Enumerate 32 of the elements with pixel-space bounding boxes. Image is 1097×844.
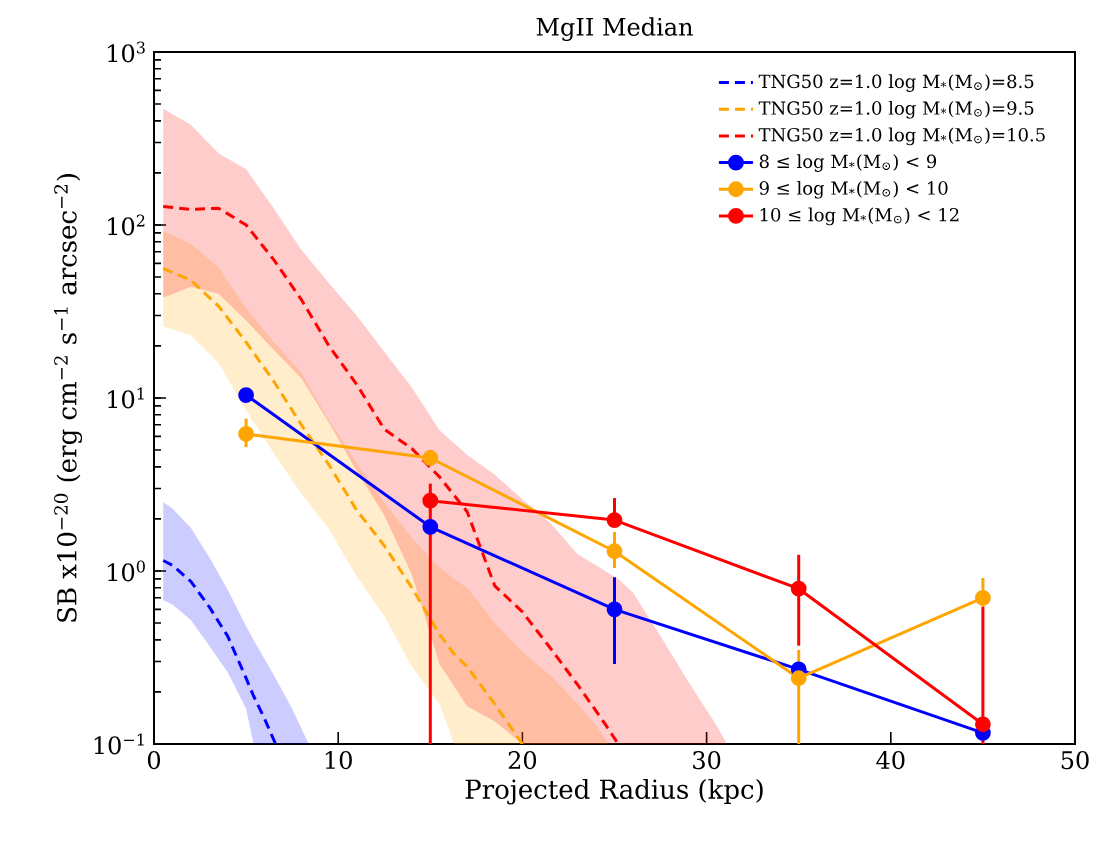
- text: SB x10$^{−20}$ (erg cm$^{−2}$ s$^{−1}$ arcsec$^{−2}$): [54, 174, 83, 622]
- y-tick-label: 10$^{2}$: [108, 214, 145, 236]
- point: [975, 716, 991, 733]
- chart-title: MgII Median: [536, 17, 693, 41]
- point: [422, 518, 439, 535]
- x-tick-label: 30: [693, 751, 721, 770]
- point: [606, 543, 623, 560]
- y-tick-label: 10$^{0}$: [108, 560, 145, 582]
- x-tick-label: 50: [1061, 751, 1089, 770]
- x-tick-label: 10: [325, 751, 352, 770]
- point: [606, 512, 623, 528]
- legend-label: TNG50 z=1.0 log M$_{*}$(M$_{⊙}$)=9.5: [758, 100, 1034, 119]
- x-tick-label: 0: [147, 751, 161, 770]
- x-tick-label: 40: [876, 751, 905, 770]
- point: [422, 450, 439, 466]
- point: [238, 387, 254, 403]
- y-tick-label: 10$^{−1}$: [94, 733, 144, 755]
- point: [790, 580, 807, 597]
- line-series: [161, 558, 278, 744]
- legend-label: TNG50 z=1.0 log M$_{*}$(M$_{⊙}$)=8.5: [758, 74, 1034, 92]
- point: [606, 601, 623, 618]
- x-axis-title: Projected Radius (kpc): [465, 778, 763, 805]
- legend-label: 10 ≤ log M$_{*}$(M$_{⊙}$) < 12: [760, 207, 959, 226]
- legend-label: 9 ≤ log M$_{*}$(M$_{⊙}$) < 10: [759, 180, 948, 199]
- point: [790, 670, 807, 687]
- x-tick-label: 20: [508, 751, 537, 770]
- legend-label: 8 ≤ log M$_{*}$(M$_{⊙}$) < 9: [759, 154, 937, 172]
- point: [422, 492, 439, 509]
- legend-label: TNG50 z=1.0 log M$_{*}$(M$_{⊙}$)=10.5: [758, 127, 1045, 146]
- point: [238, 426, 254, 442]
- y-tick-label: 10$^{3}$: [108, 41, 145, 63]
- y-tick-label: 10$^{1}$: [108, 387, 144, 409]
